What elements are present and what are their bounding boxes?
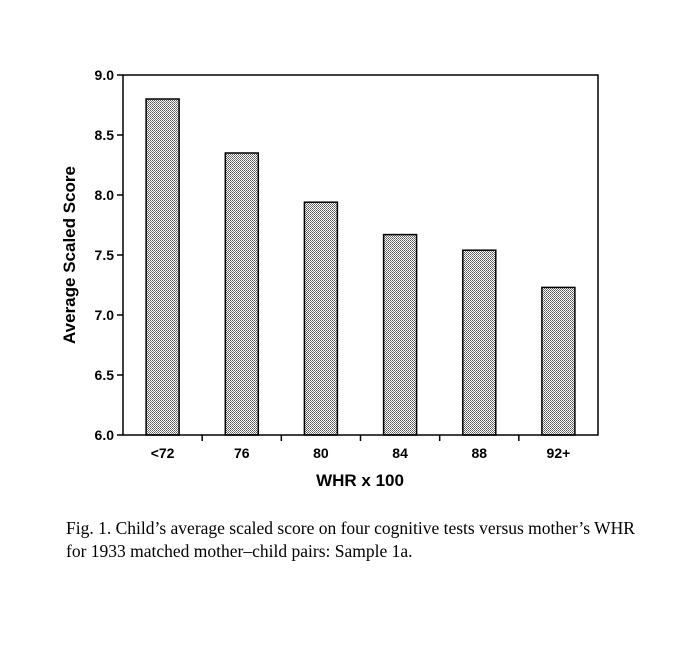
y-tick-label-1: 6.5: [95, 367, 115, 383]
bar-3: [382, 233, 418, 436]
y-tick-label-3: 7.5: [95, 247, 115, 263]
bar-4: [462, 249, 497, 436]
x-tick-label-3: 84: [392, 445, 408, 461]
bars-group: [145, 98, 576, 436]
x-tick-label-4: 88: [471, 445, 487, 461]
x-axis-title: WHR x 100: [316, 471, 404, 490]
bar-chart: 6.0 6.5 7.0 7.5 8.0 8.5 9.0 <72 76 80 84 88 92+ Ave…: [60, 67, 599, 490]
figure-caption: Fig. 1. Child’s average scaled score on …: [66, 518, 635, 561]
x-tick-label-5: 92+: [547, 445, 571, 461]
x-tick-label-0: <72: [151, 445, 175, 461]
y-axis: 6.0 6.5 7.0 7.5 8.0 8.5 9.0: [95, 67, 123, 443]
plot-frame: [122, 74, 599, 436]
y-tick-label-4: 8.0: [95, 187, 115, 203]
y-tick-label-0: 6.0: [95, 427, 115, 443]
y-tick-label-5: 8.5: [95, 127, 115, 143]
x-tick-label-2: 80: [313, 445, 329, 461]
y-tick-label-2: 7.0: [95, 307, 115, 323]
bar-0: [145, 98, 180, 436]
y-axis-title: Average Scaled Score: [60, 166, 79, 344]
bar-1: [224, 152, 260, 436]
y-tick-label-6: 9.0: [95, 67, 115, 83]
x-tick-label-1: 76: [234, 445, 250, 461]
bar-5: [541, 286, 576, 436]
bar-2: [303, 201, 339, 436]
x-axis: <72 76 80 84 88 92+: [151, 435, 571, 461]
